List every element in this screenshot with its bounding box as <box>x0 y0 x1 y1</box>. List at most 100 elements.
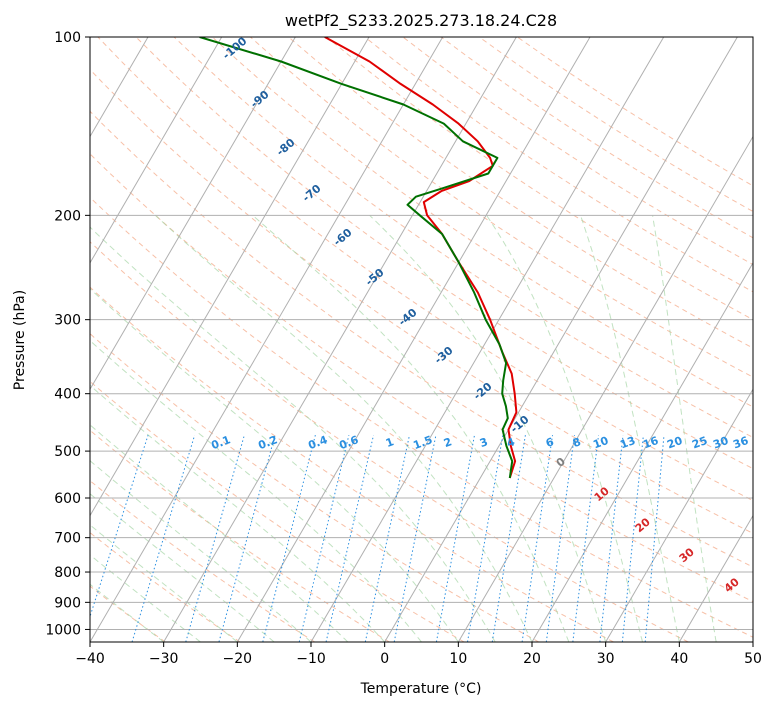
moist-adiabat-line <box>90 583 164 642</box>
mixing-ratio-label: 0.6 <box>337 433 360 452</box>
x-tick-label: −40 <box>75 651 105 667</box>
mixing-ratio-label: 0.4 <box>306 433 329 452</box>
moist-adiabat-line <box>486 215 643 642</box>
isotherm-gridline <box>605 388 753 642</box>
mixing-ratio-label: 13 <box>618 434 637 451</box>
y-tick-label: 700 <box>54 531 81 547</box>
y-tick-label: 300 <box>54 313 81 329</box>
dry-adiabat-line <box>326 37 753 321</box>
mixing-ratio-label: 0.2 <box>256 433 279 452</box>
x-tick-label: 30 <box>597 651 615 667</box>
mixing-ratio-line <box>325 435 374 642</box>
moist-adiabat-line <box>90 460 312 642</box>
x-tick-label: 0 <box>380 651 389 667</box>
mixing-ratio-label: 8 <box>571 435 583 450</box>
x-tick-label: 20 <box>523 651 541 667</box>
mixing-ratio-label: 25 <box>690 434 709 451</box>
mixing-ratio-label: 10 <box>591 434 610 452</box>
x-axis-label: Temperature (°C) <box>360 681 482 697</box>
moist-adiabat-line <box>90 288 459 642</box>
mixing-ratio-label: 16 <box>641 434 660 452</box>
dry-adiabat-line <box>90 531 241 642</box>
y-tick-label: 800 <box>54 565 81 581</box>
mixing-ratio-line <box>131 435 196 642</box>
y-tick-label: 600 <box>54 491 81 507</box>
moist-adiabat-line <box>90 226 496 642</box>
isotherm-gridline <box>678 514 753 642</box>
mixing-ratio-line <box>521 435 554 642</box>
y-tick-label: 400 <box>54 387 81 403</box>
plot-area <box>90 37 753 642</box>
mixing-ratio-line <box>491 435 526 642</box>
moist-adiabat-line <box>90 384 386 642</box>
isotherm-gridline <box>384 37 738 642</box>
moist-adiabat-line <box>90 339 422 642</box>
x-tick-label: 40 <box>670 651 688 667</box>
mixing-ratio-line <box>435 435 475 642</box>
y-tick-label: 100 <box>54 30 81 46</box>
mixing-ratio-label: 36 <box>731 434 750 452</box>
mixing-ratio-line <box>545 435 575 642</box>
isotherm-gridline <box>457 135 753 642</box>
mixing-ratio-line <box>572 435 600 642</box>
plot-frame <box>89 36 754 643</box>
y-tick-label: 500 <box>54 444 81 460</box>
mixing-ratio-line <box>298 435 350 642</box>
moist-adiabat-line <box>90 524 238 642</box>
chart-title: wetPf2_S233.2025.273.18.24.C28 <box>285 11 557 31</box>
dry-adiabat-line <box>90 480 315 642</box>
dry-adiabat-line <box>90 380 465 642</box>
isotherm-gridline <box>752 641 753 642</box>
mixing-ratio-line <box>90 435 149 619</box>
mixing-ratio-label: 4 <box>505 435 517 450</box>
x-tick-label: −10 <box>296 651 326 667</box>
mixing-ratio-line <box>599 435 624 642</box>
mixing-ratio-label: 6 <box>544 435 556 450</box>
mixing-ratio-line <box>364 435 410 642</box>
y-axis-label: Pressure (hPa) <box>12 290 28 390</box>
y-tick-label: 900 <box>54 595 81 611</box>
moist-adiabat-line <box>90 424 349 642</box>
moist-adiabat-line <box>154 214 533 642</box>
moist-adiabat-line <box>369 214 607 642</box>
mixing-ratio-label: 30 <box>711 434 730 452</box>
isotherm-gridline <box>90 37 296 391</box>
x-tick-label: −20 <box>223 651 253 667</box>
y-tick-label: 1000 <box>45 622 81 638</box>
isotherm-gridline <box>531 261 753 642</box>
dewpoint-profile-line <box>199 37 514 479</box>
mixing-ratio-line <box>467 435 504 642</box>
moist-adiabat-line <box>90 554 201 642</box>
isotherm-gridline <box>0 37 1 642</box>
isotherm-gridline <box>163 37 517 642</box>
dry-adiabat-line <box>250 37 753 378</box>
mixing-ratio-label: 3 <box>478 435 490 450</box>
isotherm-gridline <box>90 37 370 517</box>
x-tick-label: −30 <box>149 651 179 667</box>
moist-adiabat-line <box>580 215 680 642</box>
mixing-ratio-label: 20 <box>665 434 684 452</box>
mixing-ratio-label: 1.5 <box>411 433 434 452</box>
dry-adiabat-line <box>90 68 753 534</box>
moist-adiabat-line <box>652 215 717 642</box>
mixing-ratio-line <box>393 435 437 642</box>
isotherm-gridline <box>90 37 444 642</box>
isotherm-gridline <box>236 37 591 642</box>
dry-adiabat-line <box>90 286 614 642</box>
y-tick-label: 200 <box>54 208 81 224</box>
dry-adiabat-line <box>90 241 689 642</box>
mixing-ratio-line <box>621 435 644 642</box>
mixing-ratio-label: 1 <box>384 435 396 450</box>
temperature-profile-line <box>324 37 518 479</box>
x-tick-label: 50 <box>744 651 762 667</box>
mixing-ratio-label: 0.1 <box>209 433 232 452</box>
dry-adiabat-line <box>90 153 753 603</box>
dry-adiabat-line <box>173 37 753 438</box>
mixing-ratio-line <box>644 435 665 642</box>
moist-adiabat-line <box>90 493 275 642</box>
isotherm-gridline <box>310 37 665 642</box>
isotherm-gridline <box>90 37 223 264</box>
mixing-ratio-label: 2 <box>442 435 454 450</box>
x-tick-label: 10 <box>449 651 467 667</box>
